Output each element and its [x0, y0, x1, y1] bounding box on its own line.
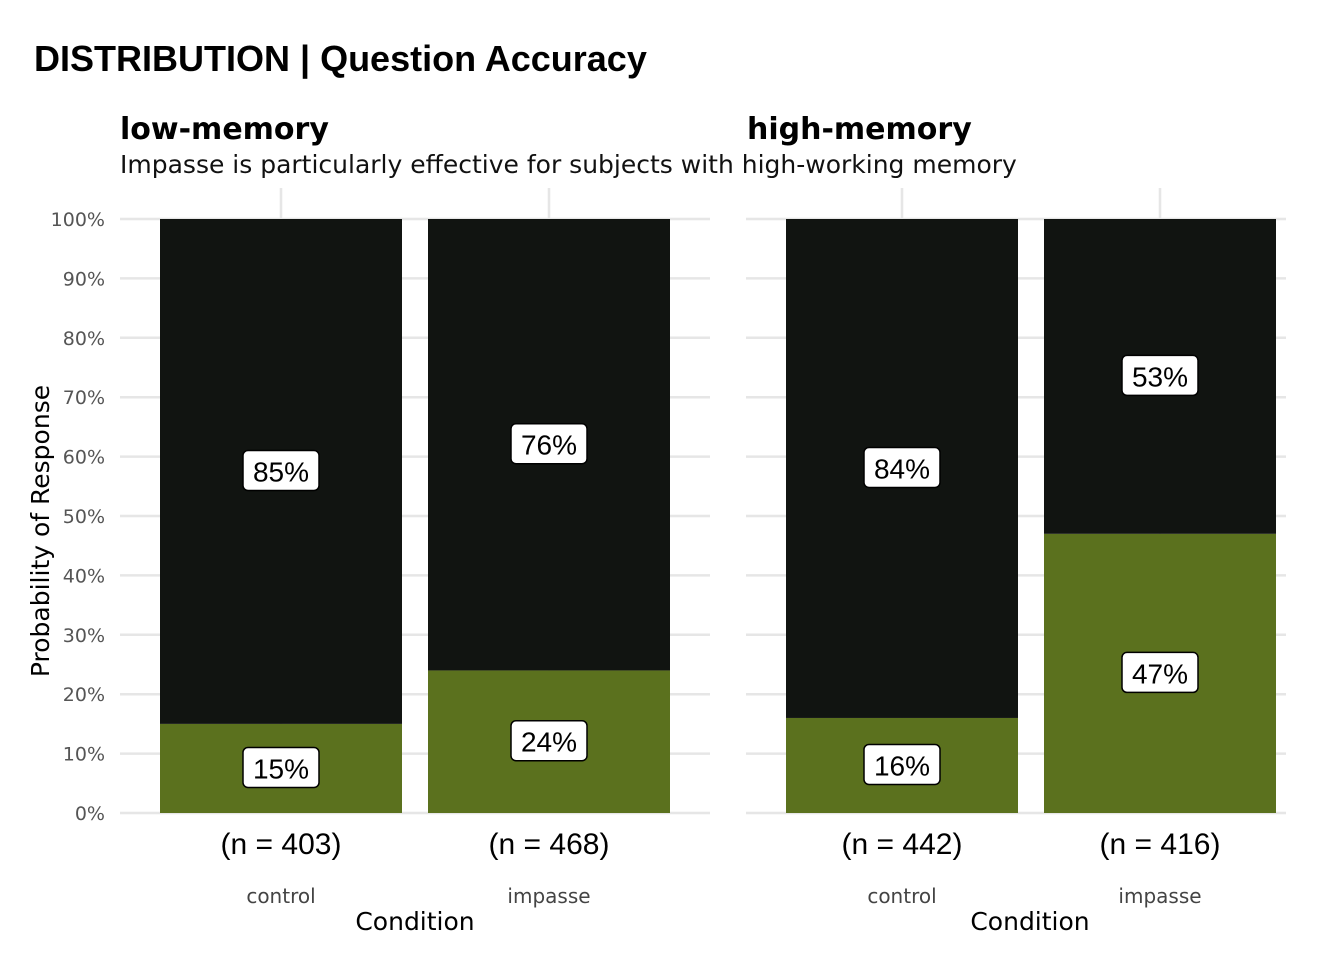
data-label: 24%: [521, 727, 577, 758]
n-label: (n = 468): [489, 828, 610, 861]
n-label: (n = 442): [842, 828, 963, 861]
data-label-box: [510, 422, 588, 465]
data-label-box: [242, 746, 320, 789]
data-label-box: [1121, 651, 1199, 694]
chart-subtitle: Impasse is particularly effective for su…: [120, 150, 1017, 179]
y-tick-label: 90%: [63, 268, 105, 290]
y-axis-title: Probability of Response: [26, 385, 55, 677]
y-tick-label: 30%: [63, 625, 105, 647]
y-tick-label: 40%: [63, 565, 105, 587]
data-label-box: [242, 449, 320, 492]
data-label: 85%: [253, 456, 309, 487]
y-tick-label: 70%: [63, 387, 105, 409]
panel-low-memory: low-memory 0% 10% 20% 30% 40% 50% 60% 70% 80% 90% 1…: [51, 112, 710, 936]
x-tick-label: control: [246, 884, 315, 908]
y-tick-label: 10%: [63, 744, 105, 766]
facet-title: low-memory: [120, 112, 329, 147]
facet-title: high-memory: [747, 112, 972, 147]
data-label-box: [863, 446, 941, 489]
data-label: 84%: [874, 453, 930, 484]
data-label: 53%: [1132, 361, 1188, 392]
panel-high-memory: high-memory 16% 84% (n = 442) control 47% 53% (…: [746, 112, 1286, 936]
chart-title: DISTRIBUTION | Question Accuracy: [34, 38, 647, 80]
y-tick-label: 50%: [63, 506, 105, 528]
y-tick-label: 80%: [63, 328, 105, 350]
data-label-box: [510, 719, 588, 762]
x-tick-label: impasse: [507, 884, 590, 908]
y-tick-label: 60%: [63, 447, 105, 469]
data-label: 76%: [521, 430, 577, 461]
data-label-box: [1121, 354, 1199, 397]
y-tick-label: 100%: [51, 209, 105, 231]
x-tick-label: control: [867, 884, 936, 908]
y-tick-label: 20%: [63, 684, 105, 706]
data-label: 47%: [1132, 658, 1188, 689]
data-label: 16%: [874, 750, 930, 781]
n-label: (n = 403): [221, 828, 342, 861]
x-axis-title: Condition: [355, 907, 474, 936]
data-label-box: [863, 743, 941, 786]
facet-panels: low-memory 0% 10% 20% 30% 40% 50% 60% 70% 80% 90% 1…: [51, 112, 1286, 936]
data-label: 15%: [253, 753, 309, 784]
y-tick-label: 0%: [75, 803, 105, 825]
n-label: (n = 416): [1100, 828, 1221, 861]
x-tick-label: impasse: [1118, 884, 1201, 908]
x-axis-title: Condition: [970, 907, 1089, 936]
